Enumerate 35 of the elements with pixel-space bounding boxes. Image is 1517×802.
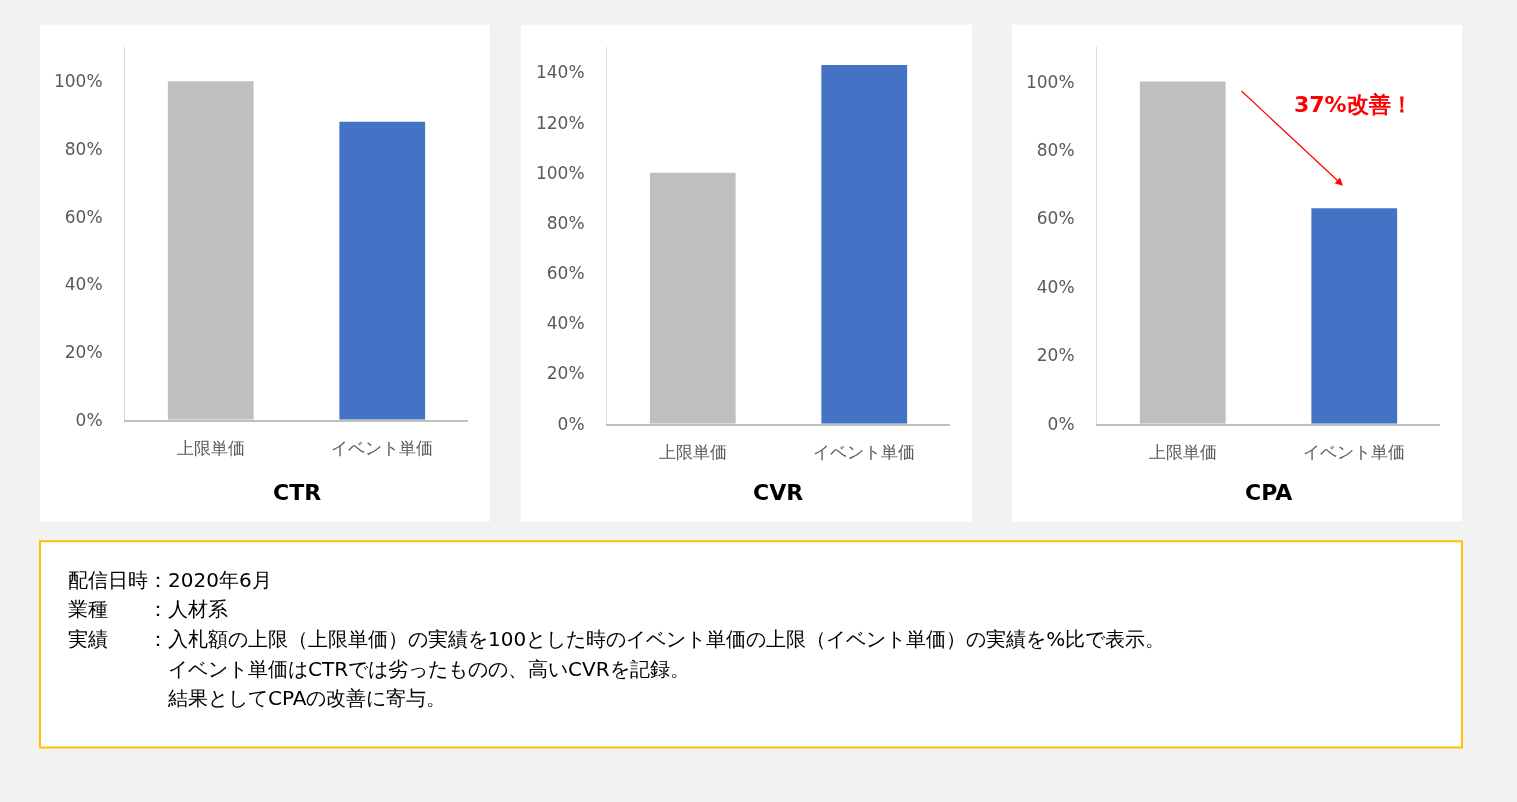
y-tick-label: 80% (64, 138, 103, 159)
text: 業種 ：人材系 (68, 597, 228, 621)
y-tick-label: 20% (1036, 345, 1075, 366)
y-tick-label: 60% (64, 206, 103, 227)
text: イベント単価はCTRでは劣ったものの、高いCVRを記録。 (68, 657, 690, 681)
y-tick-label: 60% (1036, 208, 1075, 229)
text: CVR (753, 480, 804, 505)
y-tick-label: 0% (75, 409, 103, 430)
y-tick-label: 0% (557, 413, 585, 434)
y-tick-label: 100% (1025, 71, 1075, 92)
text: 実績 ：入札額の上限（上限単価）の実績を100とした時のイベント単価の上限（イベント単価）の実績を%比で表示。 (68, 627, 1166, 651)
y-tick-label: 40% (64, 274, 103, 295)
y-tick-label: 60% (546, 263, 585, 284)
text: CPA (1245, 480, 1293, 505)
y-tick-label: 40% (546, 313, 585, 334)
y-tick-label: 80% (1036, 139, 1075, 160)
x-tick-label: 上限単価 (176, 437, 245, 458)
y-tick-label: 120% (535, 112, 585, 133)
y-tick-label: 80% (546, 212, 585, 233)
text: CTR (273, 480, 322, 505)
y-tick-label: 40% (1036, 276, 1075, 297)
x-tick-label: イベント単価 (813, 441, 916, 462)
x-tick-label: 上限単価 (658, 441, 727, 462)
x-tick-label: 上限単価 (1148, 441, 1217, 462)
annotation: 37%改善！ (1294, 92, 1413, 117)
y-tick-label: 20% (64, 341, 103, 362)
x-tick-label: イベント単価 (1303, 441, 1406, 462)
x-tick-label: イベント単価 (331, 437, 434, 458)
text: 配信日時：2020年6月 (68, 568, 272, 592)
text: 結果としてCPAの改善に寄与。 (68, 686, 447, 710)
y-tick-label: 20% (546, 363, 585, 384)
y-tick-label: 100% (535, 162, 585, 183)
y-tick-label: 0% (1047, 413, 1075, 434)
y-tick-label: 140% (535, 62, 585, 83)
y-tick-label: 100% (53, 71, 103, 92)
